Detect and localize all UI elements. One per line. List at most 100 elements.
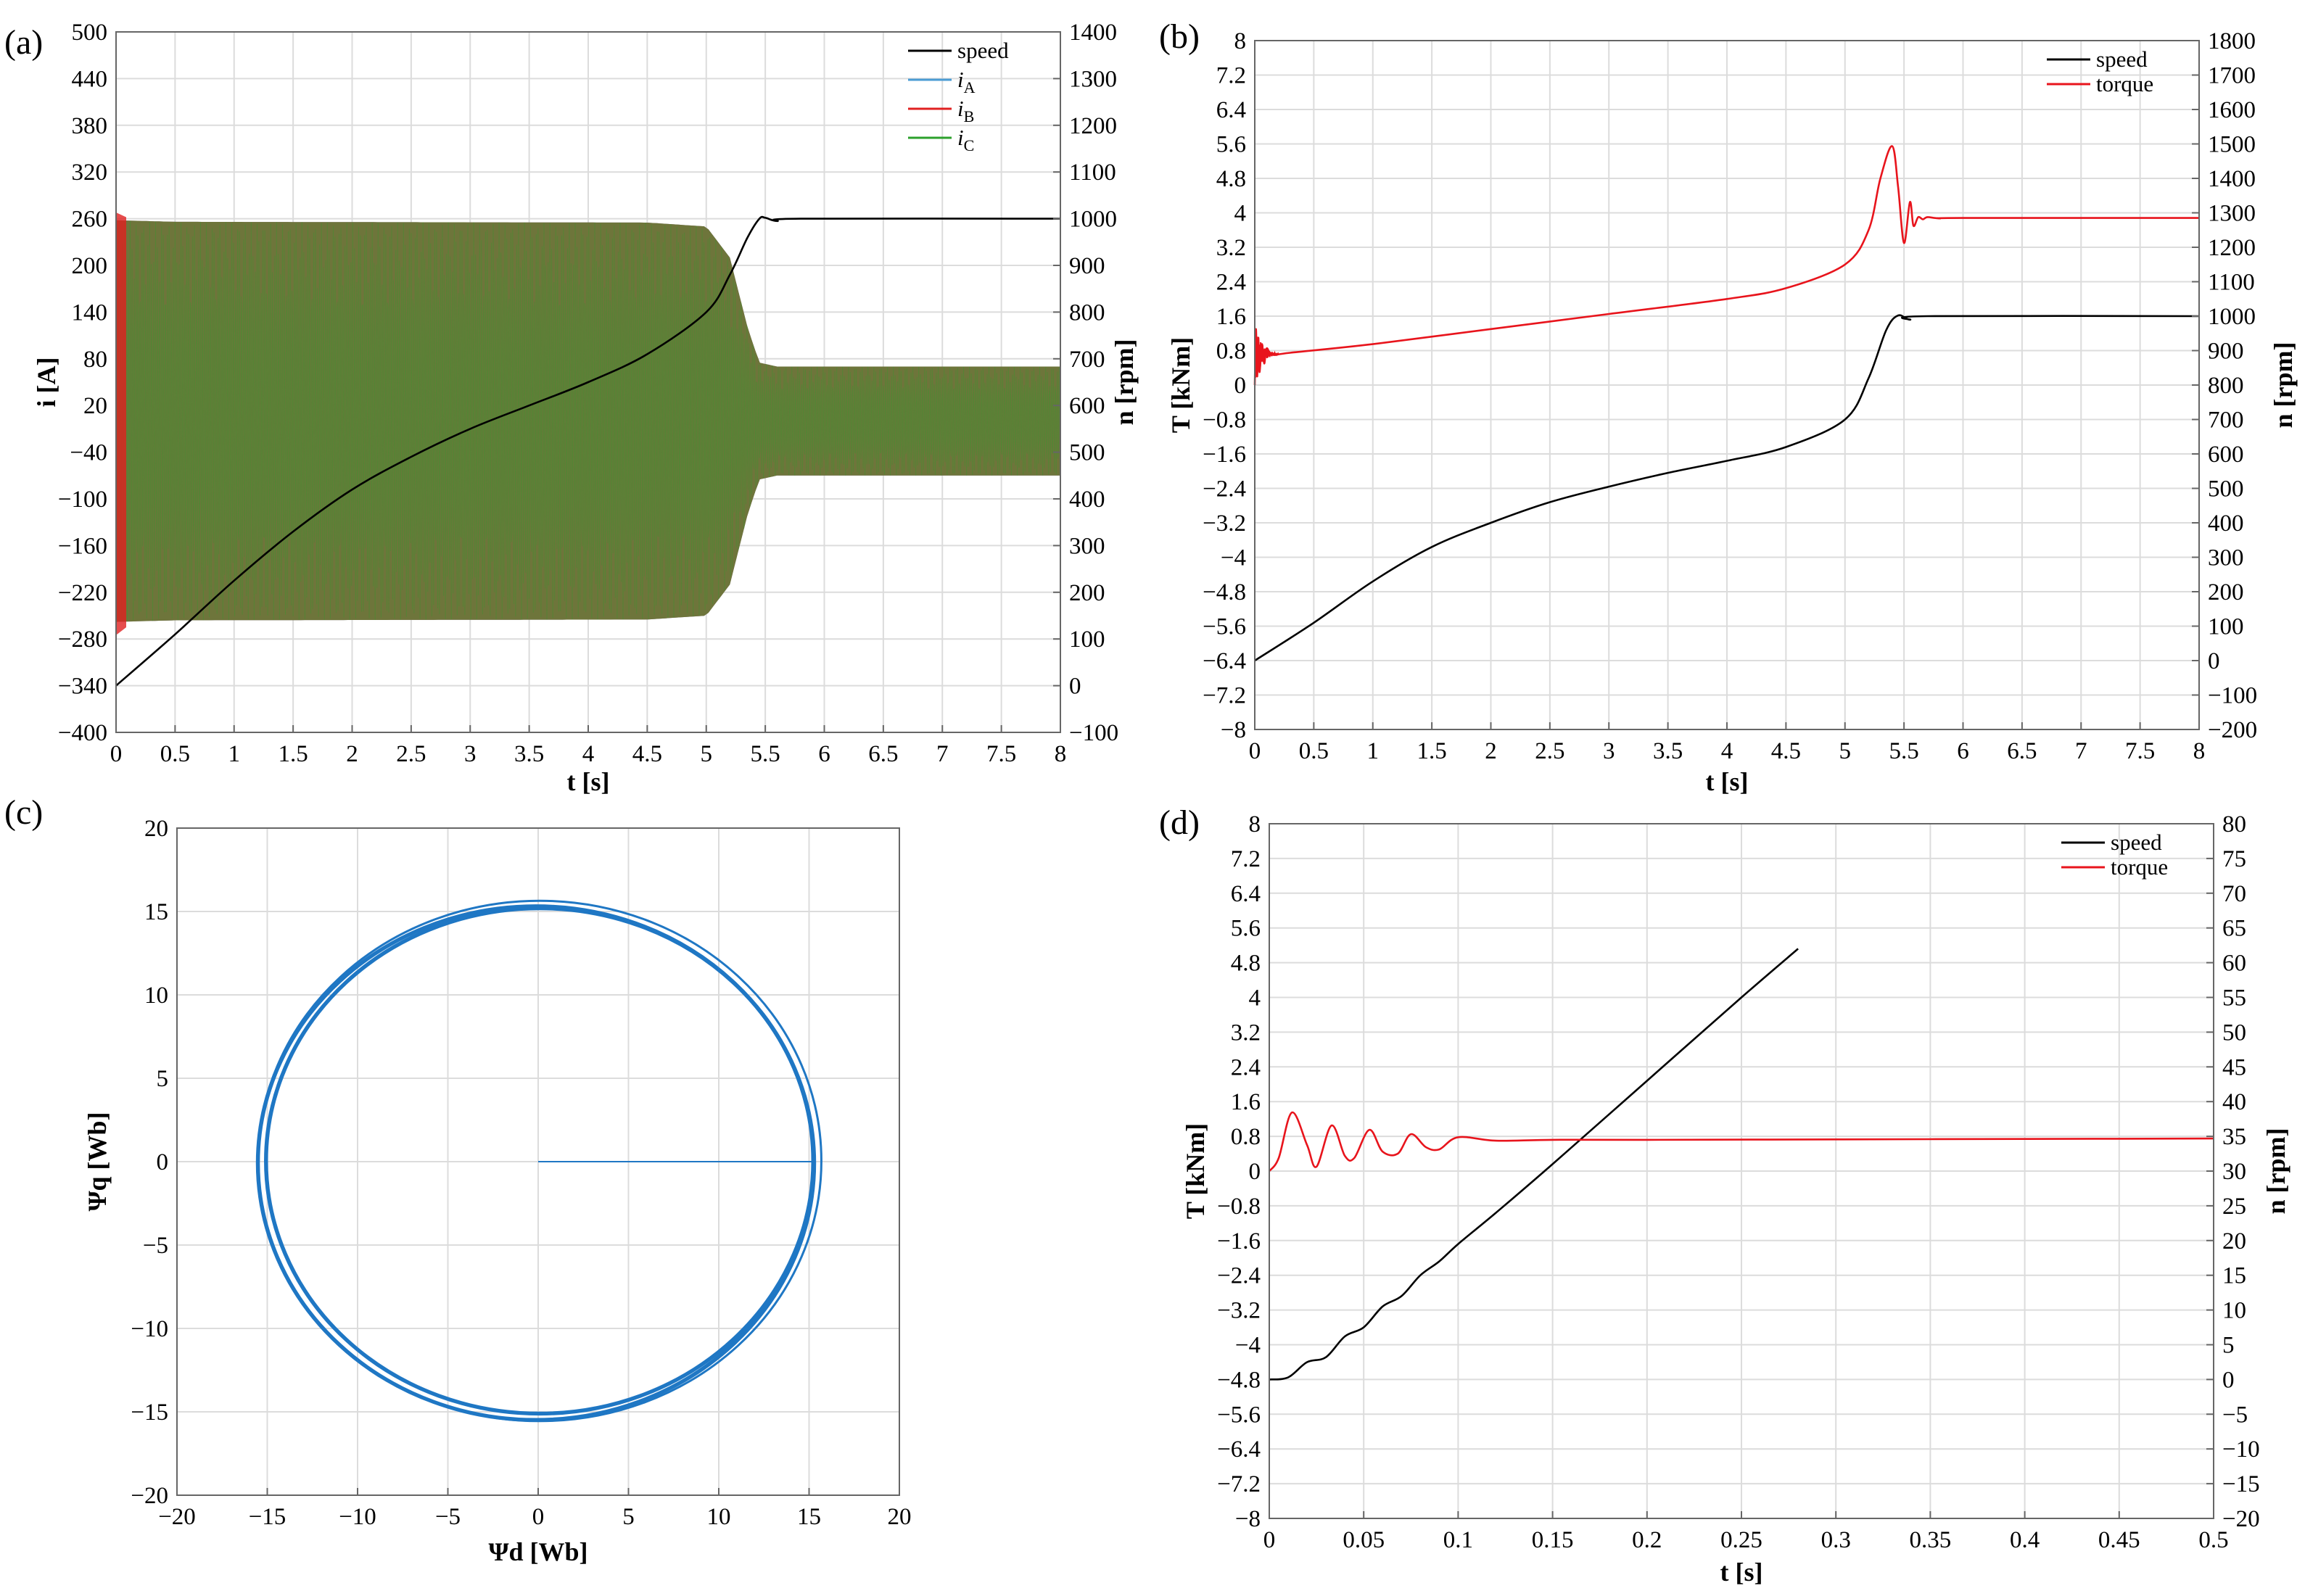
d-y2-tick-label: 25 [2222, 1194, 2246, 1220]
d-y-tick-label: 4.8 [1231, 951, 1261, 977]
d-y2-tick-label: 60 [2222, 951, 2246, 977]
a-y2-tick-label: 200 [1069, 580, 1105, 606]
panel-d-tick-labels: 0 0.05 0.1 0.15 0.2 0.25 0.3 0.35 0.4 0.45 0.5 −8 −7… [1217, 811, 2260, 1553]
panel-c-x-axis-label: Ψd [Wb] [488, 1537, 587, 1566]
b-x-tick-label: 1.5 [1417, 738, 1447, 764]
b-y-tick-label: 5.6 [1216, 132, 1246, 158]
legend-label-iA: iA [957, 67, 976, 96]
panel-b-label: (b) [1159, 17, 1200, 56]
series-line-speed [115, 215, 1061, 687]
d-y2-tick-label: −5 [2222, 1402, 2248, 1428]
b-y2-tick-label: 800 [2208, 373, 2244, 399]
a-y-tick-label: 260 [72, 207, 108, 233]
b-y-tick-label: −5.6 [1203, 614, 1246, 640]
b-x-tick-label: 7.5 [2125, 738, 2155, 764]
d-y2-tick-label: 70 [2222, 881, 2246, 907]
a-y2-tick-label: 1400 [1069, 20, 1117, 46]
a-x-tick-label: 5.5 [751, 741, 780, 767]
b-x-tick-label: 1 [1367, 738, 1380, 764]
legend-label-speed: speed [2096, 46, 2148, 72]
a-x-tick-label: 6 [818, 741, 830, 767]
panel-d-grid [1269, 823, 2214, 1519]
series-line-speed [1254, 314, 2200, 662]
b-y-tick-label: 0.8 [1216, 339, 1246, 365]
panel-b-grid [1254, 40, 2200, 730]
panel-b-torque-speed-chart: (b) 0 0.5 1 1.5 2 2.5 3 3.5 4 4.5 5 5.5 6 6.5 7 7.5 8 −8 −… [1159, 17, 2298, 796]
panel-c-tick-labels: −20 −15 −10 −5 0 5 10 15 20 −20 −15 −10 −5 0 5 10 15 20 [131, 816, 911, 1530]
d-y-tick-label: −8 [1235, 1506, 1261, 1532]
a-x-tick-label: 7 [936, 741, 949, 767]
a-y2-tick-label: 400 [1069, 487, 1105, 513]
panel-a-current-speed-chart: (a) 0 0.5 1 1.5 2 2.5 3 3.5 4 4.5 5 5.5 6 6.5 7 7.5 8 −40… [4, 20, 1139, 796]
c-x-tick-label: −20 [158, 1504, 196, 1530]
b-y-tick-label: −6.4 [1203, 648, 1246, 674]
b-x-tick-label: 6 [1957, 738, 1969, 764]
c-y-tick-label: −20 [131, 1483, 168, 1509]
a-y-tick-label: −160 [58, 533, 107, 559]
b-x-tick-label: 0 [1249, 738, 1261, 764]
d-y-tick-label: 3.2 [1231, 1020, 1261, 1046]
phase-current-start-transient [116, 212, 126, 635]
a-x-tick-label: 1 [228, 741, 241, 767]
panel-a-series [115, 215, 1061, 687]
b-y-tick-label: 0 [1234, 373, 1247, 399]
panel-b-y-axis-label: T [kNm] [1166, 337, 1195, 433]
panel-b-series [1253, 145, 2200, 662]
b-y2-tick-label: 1300 [2208, 201, 2256, 227]
d-y2-tick-label: 20 [2222, 1228, 2246, 1254]
a-y-tick-label: −280 [58, 627, 107, 653]
panel-b-y2-axis-label: n [rpm] [2269, 342, 2298, 429]
d-y-tick-label: −1.6 [1217, 1228, 1261, 1254]
d-y-tick-label: −6.4 [1217, 1436, 1261, 1463]
b-y-tick-label: 8 [1234, 28, 1247, 54]
panel-d-y2-axis-label: n [rpm] [2261, 1128, 2290, 1215]
d-y-tick-label: −5.6 [1217, 1402, 1261, 1428]
c-x-tick-label: 10 [707, 1504, 731, 1530]
a-y-tick-label: −100 [58, 487, 107, 513]
d-y2-tick-label: 35 [2222, 1124, 2246, 1150]
b-y2-tick-label: 200 [2208, 579, 2244, 605]
a-y-tick-label: 500 [72, 20, 108, 46]
a-x-tick-label: 0.5 [160, 741, 190, 767]
d-x-tick-label: 0 [1263, 1527, 1276, 1553]
d-y2-tick-label: −15 [2222, 1471, 2260, 1497]
b-y2-tick-label: 500 [2208, 476, 2244, 503]
b-y2-tick-label: 1700 [2208, 63, 2256, 89]
a-x-tick-label: 0 [110, 741, 123, 767]
b-x-tick-label: 5.5 [1889, 738, 1919, 764]
b-y-tick-label: 3.2 [1216, 235, 1246, 261]
series-line-torque [1268, 1111, 2214, 1172]
legend-label-iC: iC [957, 125, 974, 154]
panel-c-flux-trajectory-chart: (c) −20 −15 −10 −5 0 5 10 15 20 −20 −15 −10 −5 0 5 10 15… [4, 793, 912, 1566]
b-y-tick-label: 1.6 [1216, 304, 1246, 330]
d-x-tick-label: 0.05 [1343, 1527, 1385, 1553]
panel-d-y-axis-label: T [kNm] [1181, 1123, 1210, 1219]
d-y-tick-label: 6.4 [1231, 881, 1261, 907]
b-y-tick-label: 2.4 [1216, 270, 1246, 296]
b-x-tick-label: 3 [1603, 738, 1615, 764]
b-y2-tick-label: −100 [2208, 683, 2257, 709]
d-y2-tick-label: 40 [2222, 1089, 2246, 1115]
a-x-tick-label: 5 [701, 741, 713, 767]
b-y-tick-label: −4.8 [1203, 579, 1246, 605]
b-x-tick-label: 7 [2075, 738, 2087, 764]
a-y2-tick-label: 1100 [1069, 160, 1116, 186]
a-y-tick-label: 440 [72, 66, 108, 92]
d-y2-tick-label: −10 [2222, 1436, 2260, 1463]
legend-label-speed: speed [2111, 830, 2162, 855]
a-y2-tick-label: 900 [1069, 253, 1105, 279]
a-y-tick-label: −340 [58, 674, 107, 700]
b-x-tick-label: 0.5 [1299, 738, 1329, 764]
d-y-tick-label: −4.8 [1217, 1367, 1261, 1393]
panel-a-label: (a) [4, 23, 43, 62]
panel-d-label: (d) [1159, 803, 1200, 842]
b-y-tick-label: −4 [1221, 545, 1246, 571]
a-x-tick-label: 7.5 [986, 741, 1016, 767]
d-x-tick-label: 0.3 [1821, 1527, 1851, 1553]
d-y-tick-label: −4 [1235, 1333, 1261, 1359]
a-y2-tick-label: 0 [1069, 674, 1081, 700]
b-y-tick-label: −2.4 [1203, 476, 1246, 503]
d-y-tick-label: 0.8 [1231, 1124, 1261, 1150]
